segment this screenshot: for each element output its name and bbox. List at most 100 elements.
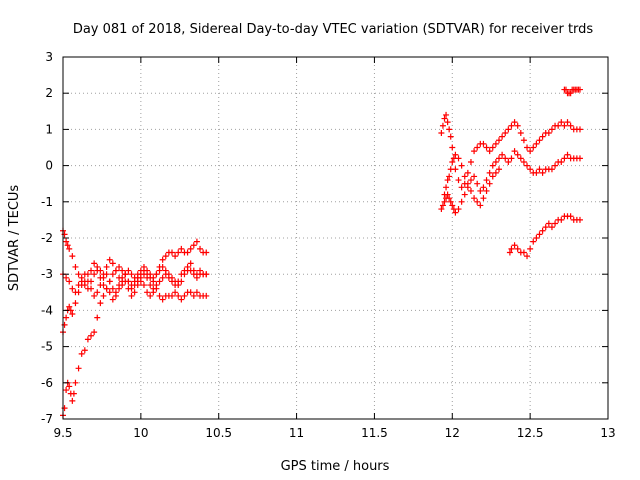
data-point — [533, 140, 540, 147]
data-point — [109, 271, 116, 278]
data-points — [60, 86, 583, 419]
data-point — [455, 206, 462, 213]
data-point — [505, 126, 512, 133]
data-point — [461, 191, 468, 198]
data-point — [558, 216, 565, 223]
data-point — [156, 278, 163, 285]
data-point — [159, 256, 166, 263]
data-point — [156, 263, 163, 270]
data-point — [81, 271, 88, 278]
grid — [63, 57, 608, 419]
y-tick-label: 1 — [45, 122, 53, 136]
data-point — [474, 180, 481, 187]
data-point — [567, 213, 574, 220]
data-point — [486, 169, 493, 176]
data-point — [489, 173, 496, 180]
data-point — [539, 227, 546, 234]
data-point — [75, 271, 82, 278]
data-point — [181, 267, 188, 274]
data-point — [444, 119, 451, 126]
y-tick-label: -7 — [41, 412, 53, 426]
data-point — [187, 289, 194, 296]
data-point — [558, 158, 565, 165]
data-point — [94, 267, 101, 274]
data-point — [193, 274, 200, 281]
data-point — [474, 198, 481, 205]
data-point — [511, 119, 518, 126]
data-point — [517, 155, 524, 162]
series-track-7 — [441, 151, 502, 209]
data-point — [78, 350, 85, 357]
data-point — [496, 137, 502, 144]
data-point — [169, 292, 175, 299]
data-point — [514, 122, 521, 129]
data-point — [175, 292, 182, 299]
data-point — [128, 292, 135, 299]
data-point — [480, 140, 487, 147]
data-point — [576, 155, 583, 162]
data-point — [471, 195, 478, 202]
data-point — [458, 162, 465, 169]
data-point — [190, 292, 197, 299]
data-point — [496, 166, 502, 173]
data-point — [471, 148, 478, 155]
data-point — [477, 187, 484, 194]
data-point — [564, 151, 571, 158]
y-tick-label: -1 — [41, 195, 53, 209]
data-point — [66, 245, 73, 252]
data-point — [94, 314, 101, 321]
data-point — [184, 249, 191, 256]
data-point — [147, 271, 154, 278]
y-tick-label: -6 — [41, 376, 53, 390]
data-point — [178, 245, 185, 252]
data-point — [91, 271, 98, 278]
x-tick-label: 12 — [445, 426, 460, 440]
x-tick-label: 10 — [133, 426, 148, 440]
x-tick-label: 12.5 — [517, 426, 544, 440]
data-point — [144, 289, 151, 296]
data-point — [131, 289, 138, 296]
data-point — [527, 245, 534, 252]
data-point — [483, 177, 490, 184]
data-point — [520, 158, 527, 165]
data-point — [81, 347, 88, 354]
data-point — [508, 155, 515, 162]
data-point — [496, 155, 502, 162]
data-point — [514, 245, 521, 252]
data-point — [530, 238, 537, 245]
data-point — [446, 173, 453, 180]
data-point — [458, 198, 465, 205]
data-point — [150, 274, 157, 281]
data-point — [103, 271, 110, 278]
data-point — [561, 122, 568, 129]
data-point — [106, 278, 113, 285]
data-point — [555, 122, 562, 129]
data-point — [100, 292, 107, 299]
data-point — [539, 169, 546, 176]
data-point — [134, 274, 141, 281]
data-point — [562, 86, 569, 93]
data-point — [131, 282, 138, 289]
data-point — [153, 271, 160, 278]
data-point — [564, 119, 571, 126]
data-point — [455, 177, 462, 184]
data-point — [61, 405, 68, 412]
data-point — [140, 282, 147, 289]
data-point — [536, 231, 543, 238]
data-point — [84, 278, 91, 285]
data-point — [576, 126, 583, 133]
data-point — [441, 198, 448, 205]
data-point — [178, 271, 185, 278]
data-point — [489, 144, 496, 151]
data-point — [545, 130, 552, 137]
data-point — [75, 365, 82, 372]
data-point — [558, 119, 565, 126]
data-point — [203, 249, 210, 256]
data-point — [175, 249, 182, 256]
data-point — [88, 332, 95, 339]
data-point — [502, 130, 509, 137]
data-point — [72, 263, 79, 270]
x-tick-label: 11 — [289, 426, 304, 440]
data-point — [483, 187, 490, 194]
data-point — [474, 144, 481, 151]
